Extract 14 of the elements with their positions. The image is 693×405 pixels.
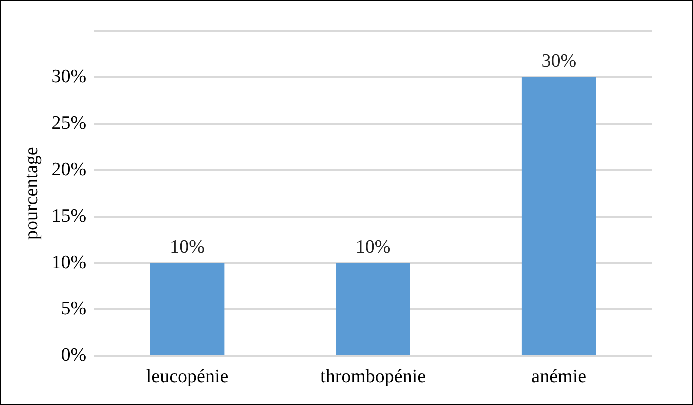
y-tick-label: 0% [61, 345, 87, 366]
y-tick-label: 25% [52, 112, 87, 134]
data-label: 10% [170, 236, 206, 258]
x-tick-label: anémie [532, 366, 587, 388]
y-axis-title: pourcentage [21, 147, 42, 240]
y-tick-label: 5% [61, 298, 87, 320]
y-tick-label: 20% [52, 159, 87, 180]
y-tick-label: 10% [52, 252, 87, 274]
y-tick-label: 15% [52, 206, 87, 227]
y-tick-label: 30% [52, 66, 87, 88]
data-label: 10% [356, 236, 391, 258]
x-tick-label: leucopénie [146, 366, 229, 388]
data-label: 30% [542, 50, 577, 72]
x-tick-label: thrombopénie [320, 366, 426, 388]
